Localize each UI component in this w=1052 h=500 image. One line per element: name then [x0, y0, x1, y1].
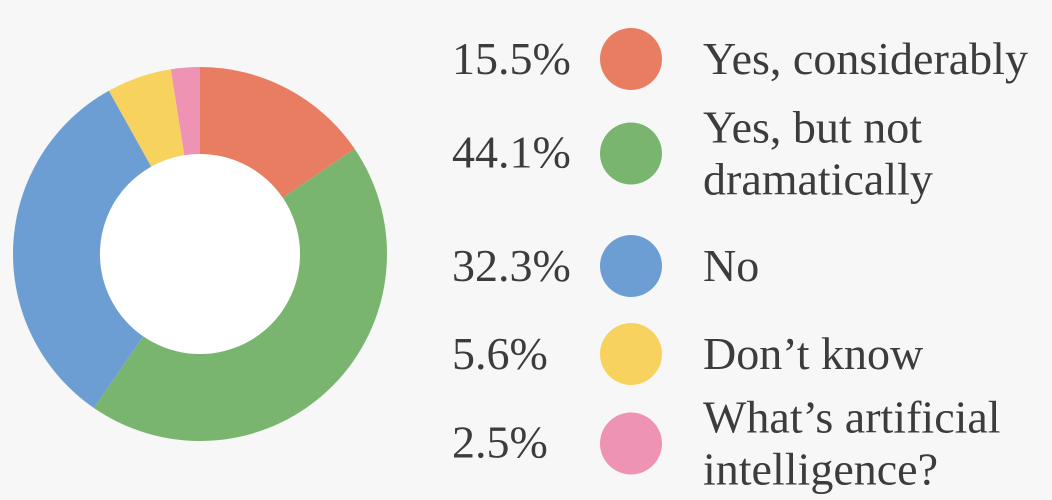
legend-percent: 2.5% — [452, 416, 548, 468]
legend-item[interactable]: 5.6% Don’t know — [452, 323, 923, 385]
legend-swatch-circle — [600, 412, 662, 474]
legend-swatch-circle — [600, 323, 662, 385]
legend-label: Yes, but not dramatically — [703, 101, 933, 204]
legend-label: What’s artificial intelligence? — [703, 391, 1001, 494]
legend-item[interactable]: 44.1% Yes, but not dramatically — [452, 101, 933, 204]
legend-label: Don’t know — [703, 328, 924, 380]
legend-item[interactable]: 2.5% What’s artificial intelligence? — [452, 391, 1001, 494]
legend-item[interactable]: 15.5% Yes, considerably — [452, 28, 1028, 90]
legend-label: Yes, considerably — [703, 33, 1028, 85]
donut-hole — [99, 153, 301, 355]
legend-percent: 44.1% — [452, 126, 571, 178]
legend-percent: 15.5% — [452, 32, 571, 84]
legend-swatch-circle — [600, 28, 662, 90]
legend-percent: 5.6% — [452, 327, 548, 379]
legend-item[interactable]: 32.3% No — [452, 235, 759, 297]
donut-svg — [13, 67, 387, 441]
donut-chart — [13, 67, 387, 441]
legend-label: No — [703, 240, 760, 292]
legend-swatch-circle — [600, 235, 662, 297]
legend-percent: 32.3% — [452, 239, 571, 291]
legend-swatch-circle — [600, 122, 662, 184]
